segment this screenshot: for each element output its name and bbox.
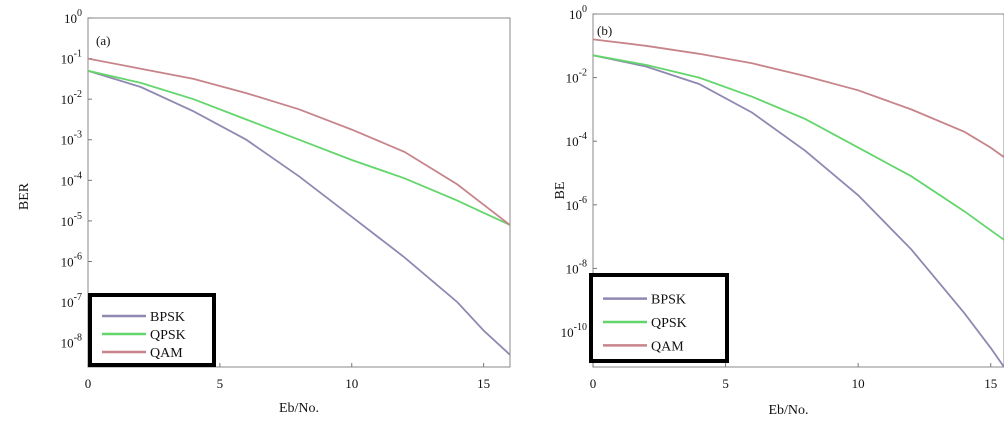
y-tick-labels-a: 100 10-1 10-2 10-3 10-4 10-5 10-6 10-7 10-8: [61, 8, 82, 351]
y-tick-label: 10-5: [61, 211, 82, 229]
legend-label-qpsk: QPSK: [651, 316, 687, 331]
x-tick-labels-b: 0 5 10 15: [590, 376, 997, 391]
legend-box-b: [589, 273, 729, 363]
legend-label-bpsk: BPSK: [150, 310, 185, 325]
y-axis-label-b: BE: [553, 182, 568, 200]
x-axis-label-b: Eb/No.: [768, 403, 808, 418]
legend-label-qam: QAM: [651, 339, 684, 354]
x-axis-label-a: Eb/No.: [279, 401, 319, 416]
y-tick-label: 10-4: [566, 131, 587, 149]
series-group-b: [593, 38, 1004, 367]
y-tick-label: 10-6: [566, 195, 587, 213]
x-tick-label: 15: [477, 376, 490, 391]
y-tick-label: 100: [64, 8, 82, 26]
y-tick-label: 10-4: [61, 170, 82, 188]
y-tick-marks-b: [592, 13, 992, 367]
legend-label-qam: QAM: [150, 346, 183, 361]
panel-label-a: (a): [96, 33, 110, 48]
series-line-qam: [593, 38, 1004, 158]
x-tick-label: 5: [722, 376, 729, 391]
y-tick-label: 10-2: [566, 68, 587, 86]
y-tick-label: 10-6: [61, 251, 82, 269]
series-line-qpsk: [593, 54, 1004, 241]
y-tick-label: 10-8: [61, 333, 82, 351]
legend-b: BPSK QPSK QAM: [589, 273, 729, 363]
y-tick-labels-b: 100 10-2 10-4 10-6 10-8 10-10: [561, 4, 587, 340]
legend-label-bpsk: BPSK: [651, 293, 686, 308]
series-line-bpsk: [88, 69, 510, 356]
x-tick-label: 5: [217, 376, 224, 391]
y-axis-label-a: BER: [17, 182, 32, 210]
x-tick-labels-a: 0 5 10 15: [85, 376, 490, 391]
legend-a: BPSK QPSK QAM: [88, 293, 216, 367]
series-line-qam: [88, 57, 510, 226]
x-tick-label: 15: [984, 376, 997, 391]
x-tick-label: 0: [590, 376, 597, 391]
y-tick-label: 100: [569, 4, 587, 22]
legend-box-a: [88, 293, 216, 367]
series-line-qpsk: [88, 69, 510, 226]
chart-panel-a: 100 10-1 10-2 10-3 10-4 10-5 10-6 10-7 10-8 0 5 10…: [17, 8, 511, 416]
panel-label-b: (b): [597, 23, 612, 38]
y-tick-label: 10-8: [566, 258, 587, 276]
y-tick-label: 10-10: [561, 322, 587, 340]
series-line-bpsk: [593, 54, 1004, 367]
y-tick-label: 10-1: [61, 49, 82, 67]
x-tick-label: 10: [852, 376, 865, 391]
x-tick-label: 0: [85, 376, 92, 391]
y-tick-label: 10-2: [61, 89, 82, 107]
y-tick-label: 10-7: [61, 292, 82, 310]
legend-label-qpsk: QPSK: [150, 328, 186, 343]
chart-panel-b: 100 10-2 10-4 10-6 10-8 10-10 0 5 10 15 (b) Eb/N…: [553, 4, 1004, 418]
series-group-a: [88, 57, 510, 356]
y-tick-label: 10-3: [61, 130, 82, 148]
x-tick-label: 10: [345, 376, 358, 391]
